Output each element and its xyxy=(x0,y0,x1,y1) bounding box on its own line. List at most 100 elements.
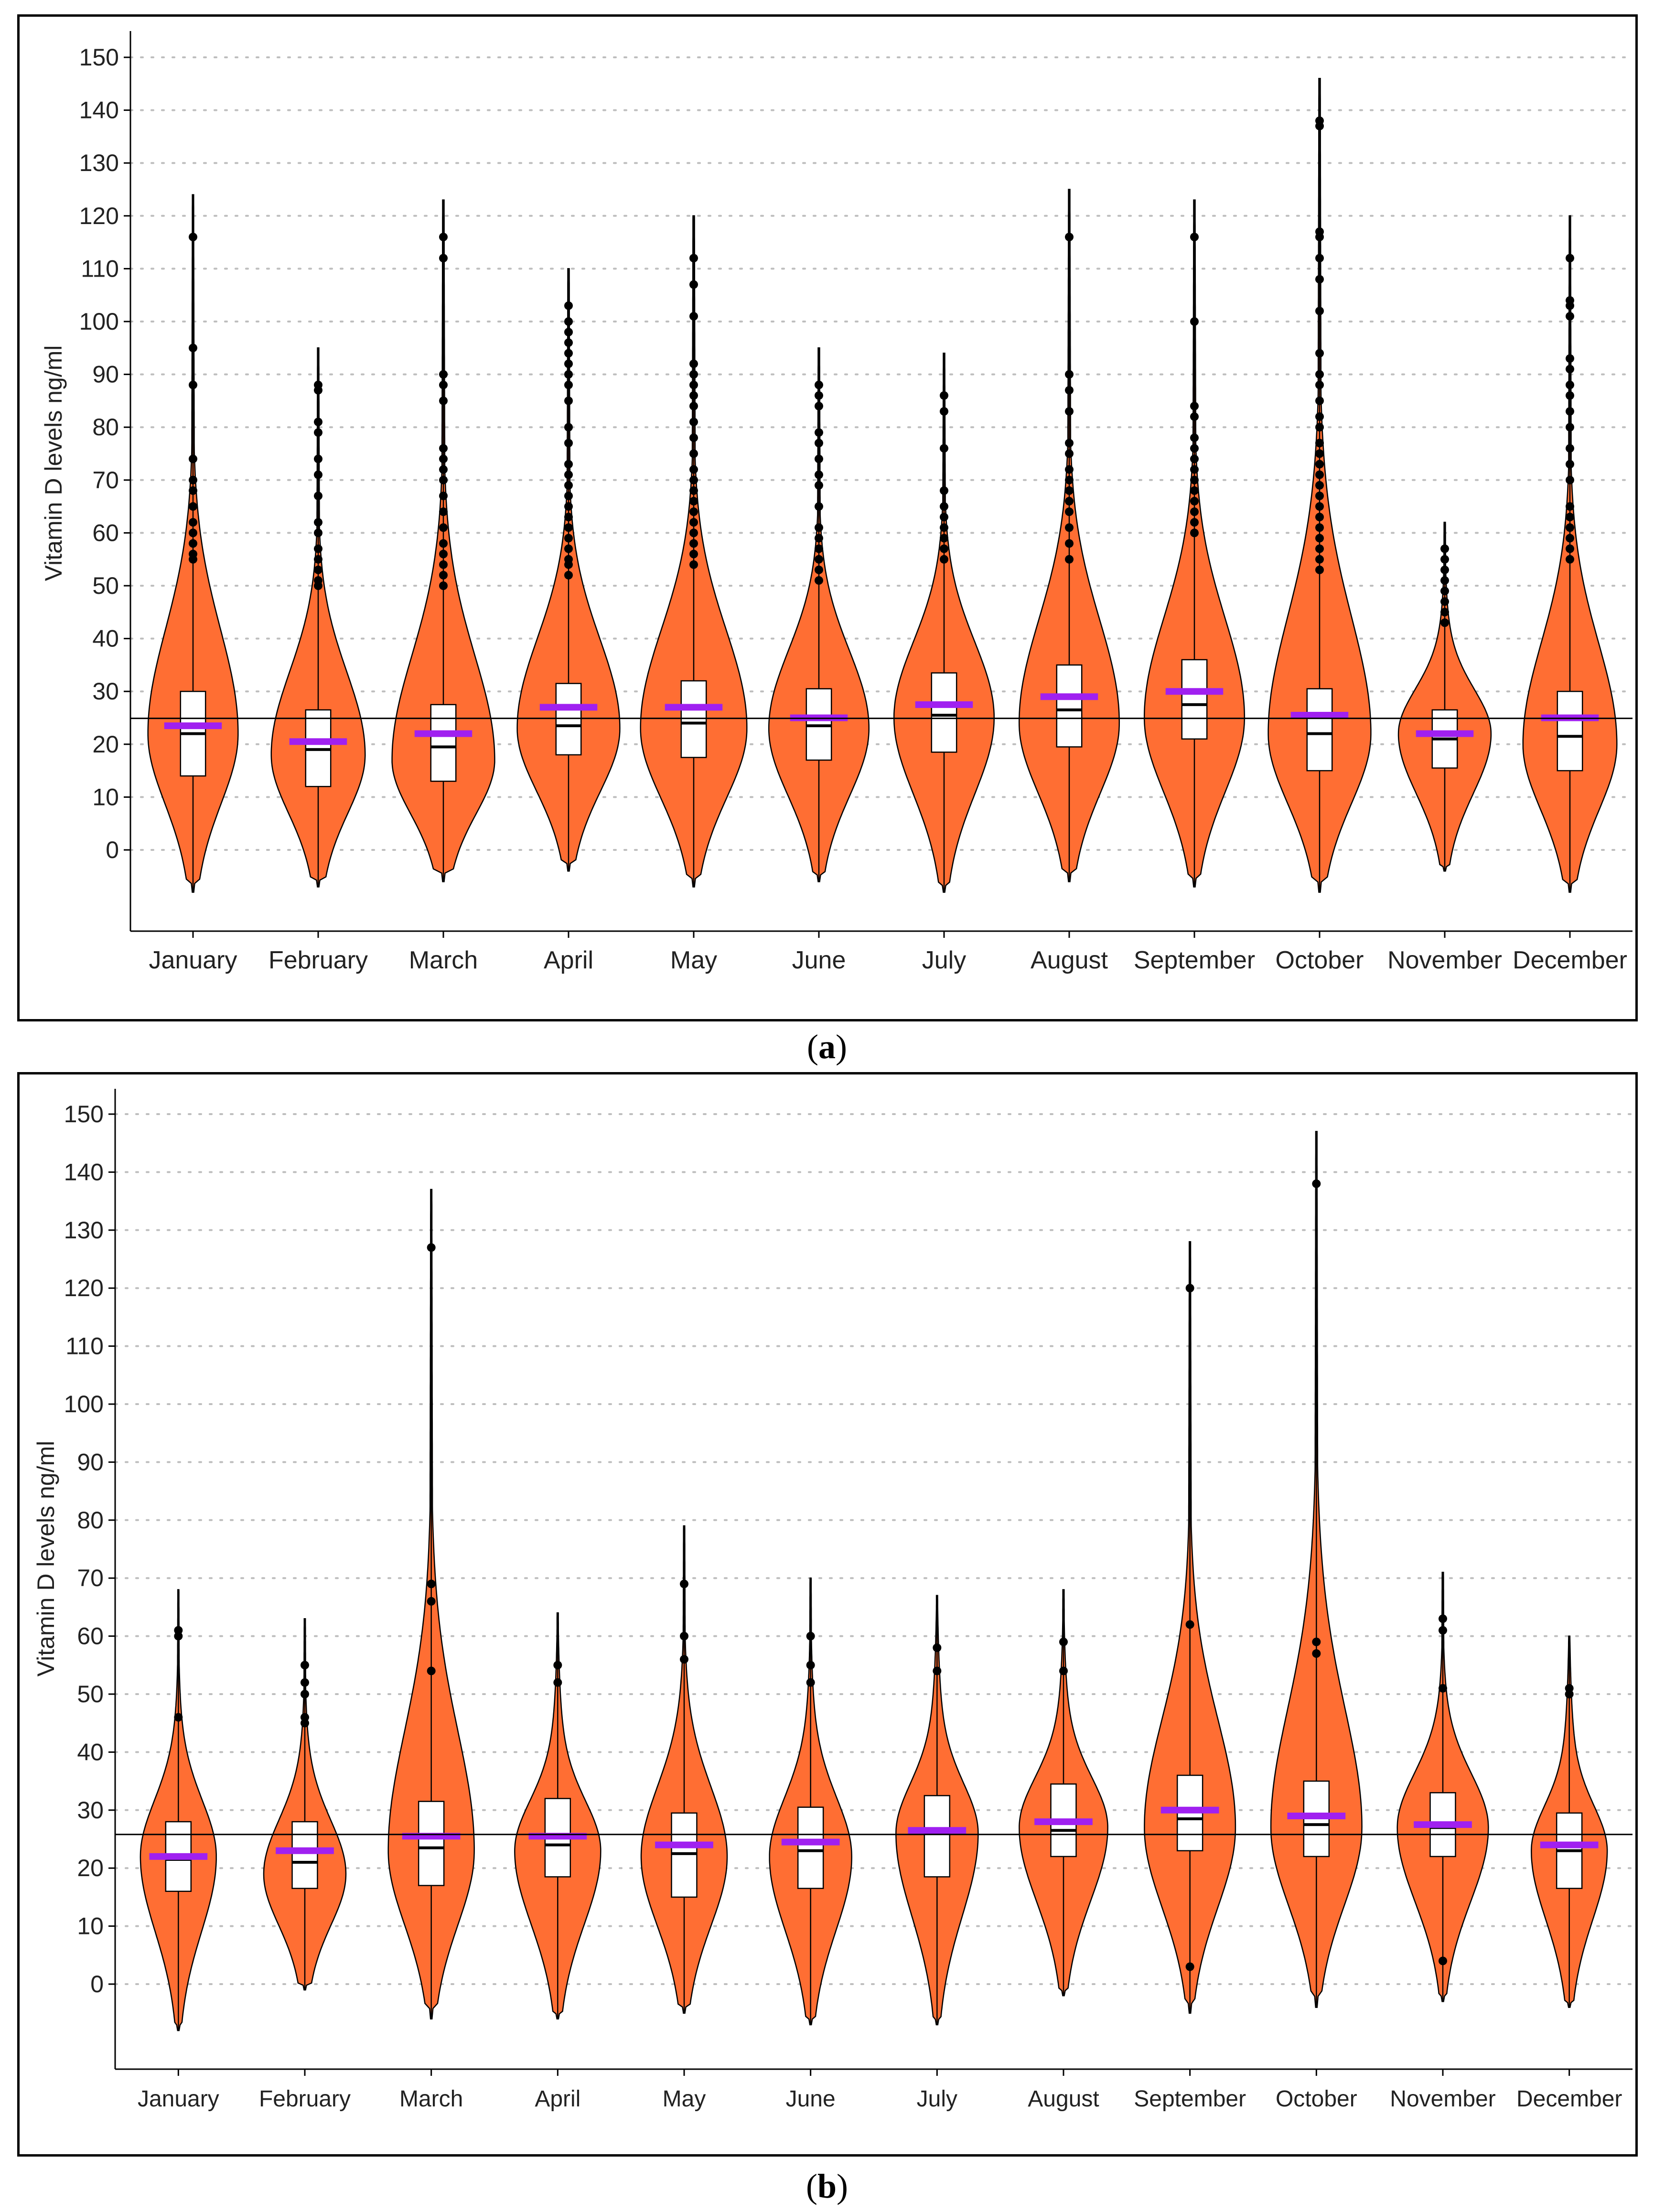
outlier-point xyxy=(1566,296,1574,305)
x-tick-label: April xyxy=(544,946,593,974)
box xyxy=(680,680,707,758)
outlier-point xyxy=(1566,444,1574,453)
violin-january xyxy=(147,194,239,893)
outlier-point xyxy=(1185,1962,1194,1971)
outlier-point xyxy=(439,396,448,405)
outlier-point xyxy=(1059,1666,1068,1675)
outlier-point xyxy=(1566,534,1574,543)
outlier-point xyxy=(689,380,698,389)
x-tick-label: October xyxy=(1276,2086,1357,2112)
outlier-point xyxy=(1312,1649,1321,1658)
y-axis-label: Vitamin D levels ng/ml xyxy=(32,1441,59,1677)
violin-october xyxy=(1267,77,1372,893)
y-tick-label: 100 xyxy=(79,308,119,335)
outlier-point xyxy=(1566,513,1574,522)
outlier-point xyxy=(689,359,698,368)
outlier-point xyxy=(1190,454,1199,463)
outlier-point xyxy=(689,475,698,484)
y-tick-label: 130 xyxy=(79,150,119,176)
outlier-point xyxy=(1315,439,1324,448)
outlier-point xyxy=(564,523,573,532)
outlier-point xyxy=(1315,275,1324,284)
x-tick-label: August xyxy=(1031,946,1108,974)
outlier-point xyxy=(1065,555,1074,564)
outlier-point xyxy=(1566,380,1574,389)
violin-august xyxy=(1019,1589,1108,1997)
x-tick-label: July xyxy=(922,946,966,974)
outlier-point xyxy=(1059,1637,1068,1646)
outlier-point xyxy=(564,460,573,469)
outlier-point xyxy=(314,544,322,553)
y-tick-label: 0 xyxy=(90,1971,104,1997)
outlier-point xyxy=(1439,1956,1447,1965)
y-tick-label: 60 xyxy=(92,519,119,546)
outlier-point xyxy=(439,370,448,379)
caption-b: (b) xyxy=(806,2167,848,2205)
outlier-point xyxy=(940,544,948,553)
outlier-point xyxy=(564,534,573,543)
outlier-point xyxy=(314,565,322,574)
outlier-point xyxy=(1065,523,1074,532)
outlier-point xyxy=(1190,401,1199,410)
outlier-point xyxy=(314,491,322,500)
box xyxy=(291,1821,318,1889)
y-tick-label: 50 xyxy=(77,1681,104,1707)
outlier-point xyxy=(439,475,448,484)
outlier-point xyxy=(1065,449,1074,458)
outlier-point xyxy=(439,444,448,453)
x-tick-label: October xyxy=(1276,946,1364,974)
box xyxy=(931,672,957,753)
outlier-point xyxy=(174,1713,183,1722)
outlier-point xyxy=(439,380,448,389)
outlier-point xyxy=(1566,475,1574,484)
y-tick-label: 50 xyxy=(92,572,119,599)
outlier-point xyxy=(1566,460,1574,469)
outlier-point xyxy=(1315,370,1324,379)
y-tick-label: 100 xyxy=(64,1391,104,1417)
outlier-point xyxy=(1185,1620,1194,1629)
outlier-point xyxy=(1190,465,1199,474)
outlier-point xyxy=(314,428,322,437)
outlier-point xyxy=(815,576,823,585)
box xyxy=(924,1795,951,1878)
outlier-point xyxy=(189,518,197,527)
outlier-point xyxy=(301,1678,309,1687)
outlier-point xyxy=(189,486,197,495)
outlier-point xyxy=(689,549,698,558)
outlier-point xyxy=(1190,433,1199,442)
outlier-point xyxy=(689,518,698,527)
outlier-point xyxy=(439,560,448,569)
x-tick-label: July xyxy=(917,2086,957,2112)
outlier-point xyxy=(564,349,573,358)
outlier-point xyxy=(689,401,698,410)
x-tick-label: February xyxy=(259,2086,351,2112)
outlier-point xyxy=(1312,1179,1321,1188)
x-tick-label: June xyxy=(786,2086,836,2112)
outlier-point xyxy=(1566,254,1574,263)
outlier-point xyxy=(815,439,823,448)
outlier-point xyxy=(1190,518,1199,527)
violin-april xyxy=(514,1612,601,2020)
outlier-point xyxy=(439,454,448,463)
outlier-point xyxy=(1065,465,1074,474)
outlier-point xyxy=(815,523,823,532)
y-tick-label: 130 xyxy=(64,1217,104,1244)
outlier-point xyxy=(689,560,698,569)
violin-may xyxy=(640,1525,728,2014)
y-tick-label: 20 xyxy=(77,1855,104,1881)
box xyxy=(1056,664,1083,748)
outlier-point xyxy=(1566,365,1574,374)
y-tick-label: 0 xyxy=(106,837,119,863)
outlier-point xyxy=(564,513,573,522)
outlier-point xyxy=(439,549,448,558)
violin-june xyxy=(768,347,870,882)
x-tick-label: May xyxy=(670,946,717,974)
outlier-point xyxy=(314,528,322,537)
y-tick-label: 10 xyxy=(77,1913,104,1940)
outlier-point xyxy=(314,380,322,389)
outlier-point xyxy=(439,491,448,500)
violin-september xyxy=(1144,1241,1236,2014)
x-tick-label: December xyxy=(1516,2086,1622,2112)
outlier-point xyxy=(1566,391,1574,400)
outlier-point xyxy=(1440,565,1449,574)
